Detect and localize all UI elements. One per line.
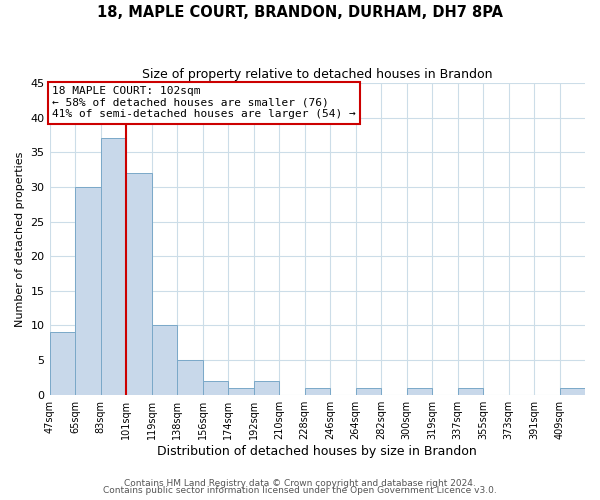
Bar — [407, 388, 432, 394]
Bar — [305, 388, 330, 394]
Bar — [75, 187, 101, 394]
Text: Contains public sector information licensed under the Open Government Licence v3: Contains public sector information licen… — [103, 486, 497, 495]
Text: Contains HM Land Registry data © Crown copyright and database right 2024.: Contains HM Land Registry data © Crown c… — [124, 478, 476, 488]
Title: Size of property relative to detached houses in Brandon: Size of property relative to detached ho… — [142, 68, 493, 80]
Bar — [356, 388, 381, 394]
Bar — [228, 388, 254, 394]
Bar — [560, 388, 585, 394]
Bar — [101, 138, 126, 394]
Text: 18, MAPLE COURT, BRANDON, DURHAM, DH7 8PA: 18, MAPLE COURT, BRANDON, DURHAM, DH7 8P… — [97, 5, 503, 20]
Text: 18 MAPLE COURT: 102sqm
← 58% of detached houses are smaller (76)
41% of semi-det: 18 MAPLE COURT: 102sqm ← 58% of detached… — [52, 86, 356, 120]
Bar — [152, 326, 177, 394]
Y-axis label: Number of detached properties: Number of detached properties — [15, 151, 25, 326]
Bar — [177, 360, 203, 394]
Bar — [254, 381, 279, 394]
Bar — [126, 173, 152, 394]
Bar — [458, 388, 483, 394]
X-axis label: Distribution of detached houses by size in Brandon: Distribution of detached houses by size … — [157, 444, 477, 458]
Bar — [203, 381, 228, 394]
Bar — [50, 332, 75, 394]
